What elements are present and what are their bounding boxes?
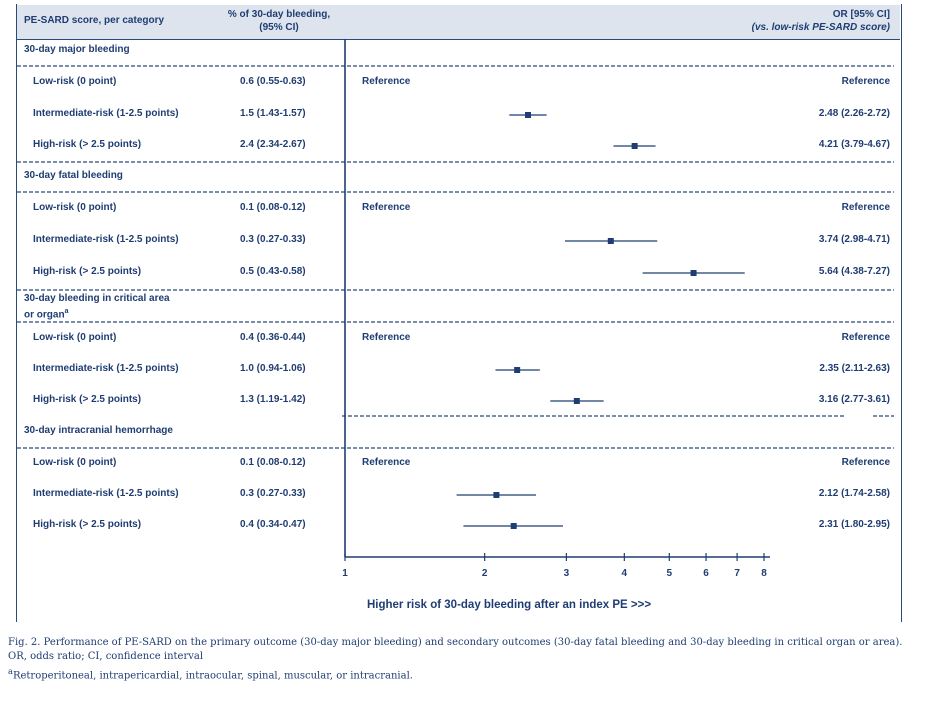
header-percent-line1: % of 30-day bleeding, xyxy=(227,9,331,20)
row-label: Intermediate-risk (1-2.5 points) xyxy=(33,234,179,245)
row-label: Intermediate-risk (1-2.5 points) xyxy=(33,363,179,374)
or-value: 3.16 (2.77-3.61) xyxy=(818,394,890,405)
table-header xyxy=(17,5,900,40)
point-estimate xyxy=(631,143,638,149)
caption-main: Fig. 2. Performance of PE-SARD on the pr… xyxy=(8,637,903,648)
or-value: 5.64 (4.38-7.27) xyxy=(818,266,890,277)
row-label: High-risk (> 2.5 points) xyxy=(33,519,142,530)
x-tick-label: 7 xyxy=(734,568,740,579)
row-percent: 0.4 (0.36-0.44) xyxy=(240,332,306,343)
row-label: Intermediate-risk (1-2.5 points) xyxy=(33,488,179,499)
row-label: High-risk (> 2.5 points) xyxy=(33,394,142,405)
reference-label: Reference xyxy=(362,457,411,468)
x-tick-label: 5 xyxy=(667,568,673,579)
row-percent: 0.3 (0.27-0.33) xyxy=(240,234,306,245)
row-label: Intermediate-risk (1-2.5 points) xyxy=(33,108,179,119)
section-title-footnote-mark: a xyxy=(64,308,69,315)
point-estimate xyxy=(493,492,500,498)
row-percent: 0.5 (0.43-0.58) xyxy=(240,266,306,277)
or-value: 4.21 (3.79-4.67) xyxy=(818,139,890,150)
footnote-mark: a xyxy=(8,666,13,676)
row-percent: 1.5 (1.43-1.57) xyxy=(240,108,306,119)
or-value: 2.48 (2.26-2.72) xyxy=(818,108,890,119)
header-percent: % of 30-day bleeding, (95% CI) xyxy=(214,8,344,34)
reference-label: Reference xyxy=(362,332,411,343)
or-value: 3.74 (2.98-4.71) xyxy=(818,234,890,245)
row-percent: 2.4 (2.34-2.67) xyxy=(240,139,306,150)
caption-abbrev: OR, odds ratio; CI, confidence interval xyxy=(8,651,204,662)
point-estimate xyxy=(573,398,580,404)
row-percent: 0.1 (0.08-0.12) xyxy=(240,202,306,213)
x-tick-label: 2 xyxy=(482,568,488,579)
section-title: 30-day fatal bleeding xyxy=(24,170,123,181)
header-percent-line2: (95% CI) xyxy=(259,22,299,33)
section-title: 30-day major bleeding xyxy=(24,44,130,55)
row-percent: 1.0 (0.94-1.06) xyxy=(240,363,306,374)
row-percent: 0.3 (0.27-0.33) xyxy=(240,488,306,499)
x-axis-label: Higher risk of 30-day bleeding after an … xyxy=(366,599,652,611)
row-percent: 1.3 (1.19-1.42) xyxy=(240,394,306,405)
row-label: Low-risk (0 point) xyxy=(33,457,117,468)
x-tick-label: 6 xyxy=(703,568,709,579)
point-estimate xyxy=(690,270,697,276)
header-or: OR [95% CI] (vs. low-risk PE-SARD score) xyxy=(690,8,890,34)
section-title: 30-day bleeding in critical area or organ… xyxy=(24,293,170,321)
reference-label: Reference xyxy=(362,76,411,87)
or-value: 2.12 (1.74-2.58) xyxy=(818,488,890,499)
caption-footnote: aRetroperitoneal, intrapericardial, intr… xyxy=(8,664,918,683)
point-estimate xyxy=(607,238,614,244)
or-value: Reference xyxy=(841,457,890,468)
figure-frame xyxy=(16,4,902,622)
x-tick-label: 3 xyxy=(564,568,570,579)
header-or-line1: OR [95% CI] xyxy=(832,9,890,20)
row-label: High-risk (> 2.5 points) xyxy=(33,139,142,150)
or-value: 2.35 (2.11-2.63) xyxy=(819,363,890,374)
x-tick-label: 8 xyxy=(761,568,767,579)
row-label: Low-risk (0 point) xyxy=(33,76,117,87)
point-estimate xyxy=(510,523,517,529)
footnote-text: Retroperitoneal, intrapericardial, intra… xyxy=(12,670,413,682)
or-value: Reference xyxy=(841,332,890,343)
row-label: Low-risk (0 point) xyxy=(33,202,117,213)
point-estimate xyxy=(514,367,521,373)
reference-label: Reference xyxy=(362,202,411,213)
row-label: High-risk (> 2.5 points) xyxy=(33,266,142,277)
figure-caption: Fig. 2. Performance of PE-SARD on the pr… xyxy=(8,636,918,683)
point-estimate xyxy=(525,112,532,118)
header-or-line2: (vs. low-risk PE-SARD score) xyxy=(751,22,890,33)
or-value: Reference xyxy=(841,202,890,213)
or-value: 2.31 (1.80-2.95) xyxy=(818,519,890,530)
row-percent: 0.1 (0.08-0.12) xyxy=(240,457,306,468)
or-value: Reference xyxy=(841,76,890,87)
x-tick-label: 4 xyxy=(622,568,628,579)
row-percent: 0.6 (0.55-0.63) xyxy=(240,76,306,87)
section-title: 30-day intracranial hemorrhage xyxy=(24,425,173,436)
row-label: Low-risk (0 point) xyxy=(33,332,117,343)
row-percent: 0.4 (0.34-0.47) xyxy=(240,519,306,530)
header-category: PE-SARD score, per category xyxy=(24,15,165,26)
x-tick-label: 1 xyxy=(342,568,348,579)
